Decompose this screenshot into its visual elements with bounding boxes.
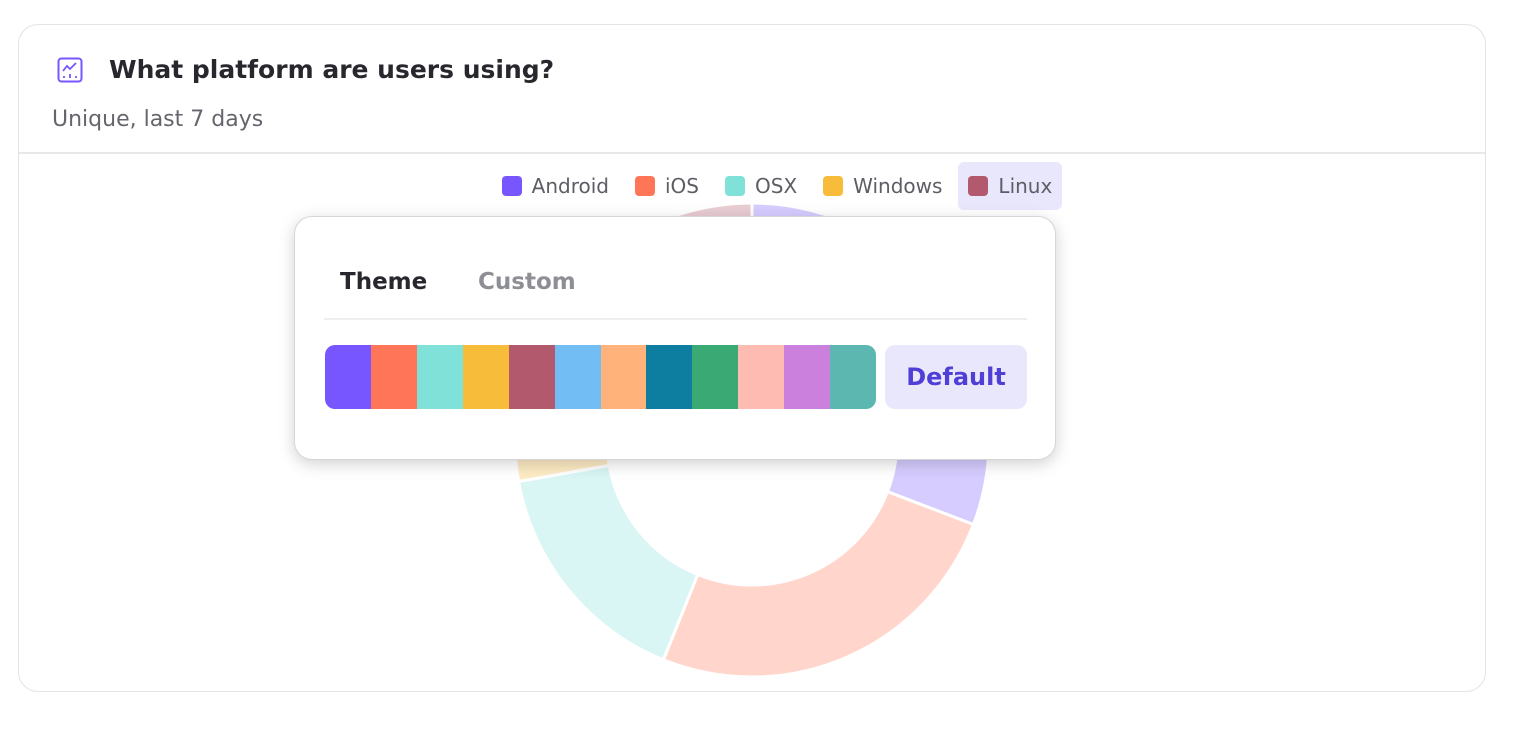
legend-label: Linux [998, 174, 1053, 198]
palette-color [325, 345, 371, 409]
legend-swatch [725, 176, 745, 196]
legend-label: iOS [665, 174, 699, 198]
tabs-divider [324, 318, 1027, 320]
donut-slice-ios[interactable] [661, 489, 976, 679]
legend-label: Windows [853, 174, 943, 198]
tab-custom[interactable]: Custom [478, 269, 576, 295]
palette-color [830, 345, 876, 409]
donut-slice-osx[interactable] [516, 463, 700, 662]
color-theme-popover: Theme Custom Default [294, 216, 1056, 460]
legend-item-osx[interactable]: OSX [715, 162, 807, 210]
legend-item-linux[interactable]: Linux [958, 162, 1063, 210]
header-divider [19, 152, 1485, 154]
line-chart-icon [57, 57, 83, 83]
palette-color [462, 345, 509, 409]
palette-color [554, 345, 601, 409]
palette-color [692, 345, 739, 409]
card-title: What platform are users using? [109, 55, 555, 84]
legend-item-windows[interactable]: Windows [813, 162, 952, 210]
palette-color [370, 345, 417, 409]
tab-theme[interactable]: Theme [340, 269, 428, 295]
card-subtitle: Unique, last 7 days [52, 107, 264, 132]
legend-swatch [501, 176, 522, 196]
palette-color [416, 345, 463, 409]
chart-legend: Android iOS OSX Windows Linux [19, 162, 1485, 210]
palette-color [784, 345, 831, 409]
legend-label: Android [531, 174, 609, 198]
palette-color [508, 345, 555, 409]
legend-item-ios[interactable]: iOS [625, 162, 709, 210]
palette-color [646, 345, 693, 409]
legend-swatch [968, 176, 989, 196]
palette-color [600, 345, 647, 409]
legend-swatch [635, 176, 655, 196]
theme-palette-swatch[interactable] [325, 345, 876, 409]
default-theme-button[interactable]: Default [885, 345, 1027, 409]
legend-item-android[interactable]: Android [492, 162, 619, 210]
legend-swatch [823, 176, 844, 196]
insight-card: What platform are users using? Unique, l… [18, 24, 1486, 692]
palette-color [738, 345, 785, 409]
legend-label: OSX [755, 174, 798, 198]
